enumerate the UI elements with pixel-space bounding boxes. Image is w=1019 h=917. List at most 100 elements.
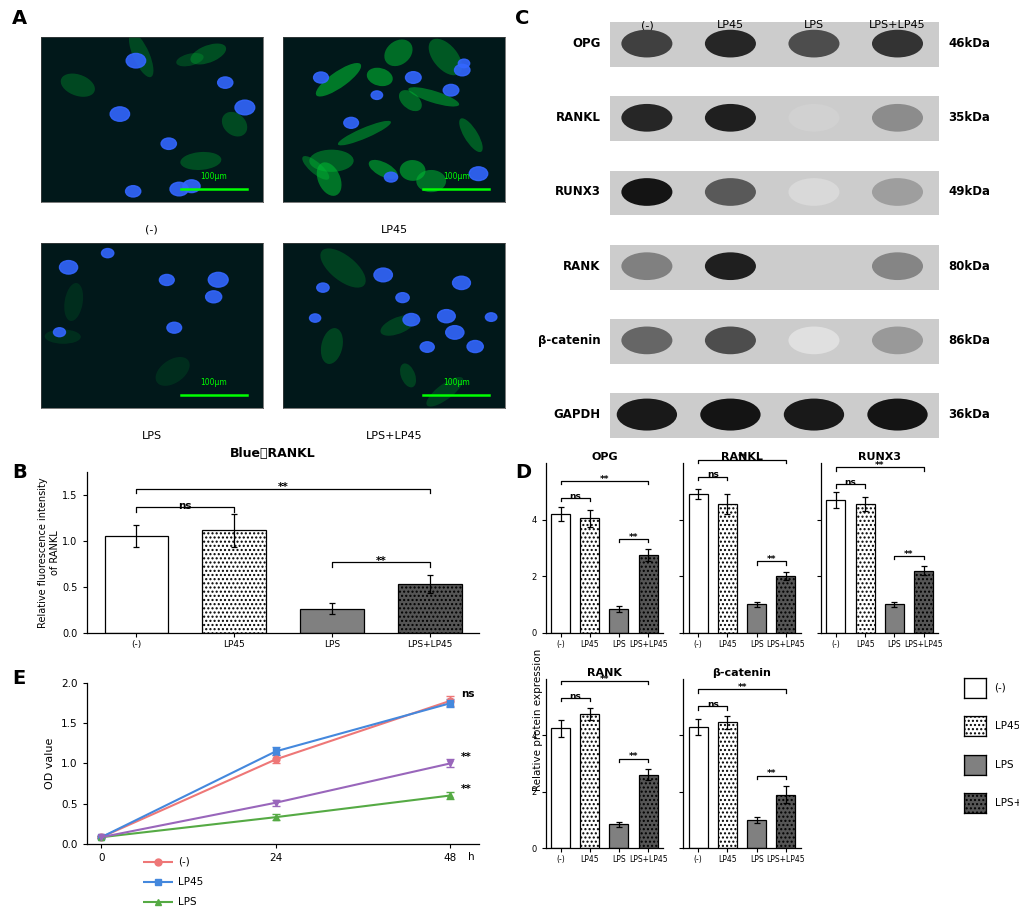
Ellipse shape	[45, 329, 81, 344]
Text: (-): (-)	[145, 225, 158, 235]
Text: A: A	[12, 9, 28, 28]
Ellipse shape	[398, 90, 422, 111]
Circle shape	[437, 310, 454, 323]
Text: ns: ns	[569, 492, 581, 501]
Bar	[609, 319, 938, 364]
Circle shape	[110, 107, 129, 121]
Text: Blue：RANKL: Blue：RANKL	[229, 447, 316, 460]
Text: LP45: LP45	[178, 878, 204, 887]
Bar	[609, 824, 628, 848]
Circle shape	[485, 313, 496, 321]
Circle shape	[309, 314, 320, 322]
Circle shape	[59, 260, 77, 274]
Ellipse shape	[321, 328, 342, 364]
Text: GAPDH: GAPDH	[552, 408, 600, 421]
Text: OPG: OPG	[572, 37, 600, 50]
Ellipse shape	[621, 178, 672, 205]
Ellipse shape	[316, 63, 361, 96]
Bar	[609, 245, 938, 290]
Ellipse shape	[788, 178, 839, 205]
Text: **: **	[765, 555, 775, 564]
Ellipse shape	[621, 29, 672, 58]
Circle shape	[317, 283, 329, 293]
Bar	[638, 775, 657, 848]
Bar	[202, 530, 266, 633]
Circle shape	[234, 100, 255, 115]
Bar	[638, 555, 657, 633]
Ellipse shape	[61, 73, 95, 97]
Ellipse shape	[621, 104, 672, 132]
Text: D: D	[515, 463, 531, 482]
Ellipse shape	[384, 39, 412, 66]
Text: (-): (-)	[178, 857, 191, 867]
Text: LPS: LPS	[803, 20, 823, 30]
Y-axis label: OD value: OD value	[46, 737, 55, 790]
Text: 49kDa: 49kDa	[948, 185, 989, 198]
Text: 46kDa: 46kDa	[948, 37, 989, 50]
Text: LP45: LP45	[716, 20, 743, 30]
Ellipse shape	[704, 104, 755, 132]
Circle shape	[161, 138, 176, 149]
Circle shape	[374, 268, 392, 282]
Text: **: **	[628, 752, 638, 761]
Bar	[688, 726, 707, 848]
Circle shape	[125, 185, 141, 197]
Text: 80kDa: 80kDa	[948, 260, 989, 272]
Circle shape	[403, 314, 419, 326]
Ellipse shape	[704, 252, 755, 280]
Text: ns: ns	[844, 478, 856, 487]
Text: ns: ns	[569, 691, 581, 701]
Ellipse shape	[788, 326, 839, 354]
Bar	[825, 500, 845, 633]
Ellipse shape	[399, 160, 425, 181]
Text: ns: ns	[178, 501, 192, 511]
Ellipse shape	[222, 112, 247, 137]
Ellipse shape	[128, 33, 153, 77]
Text: LPS: LPS	[142, 431, 162, 441]
Text: LP45: LP45	[380, 225, 408, 235]
Ellipse shape	[309, 149, 354, 171]
Title: RANK: RANK	[586, 668, 622, 678]
Circle shape	[395, 293, 409, 303]
Circle shape	[101, 249, 114, 258]
Title: RUNX3: RUNX3	[857, 452, 901, 462]
Circle shape	[467, 340, 483, 352]
Bar	[688, 494, 707, 633]
Ellipse shape	[64, 283, 83, 321]
Circle shape	[384, 172, 397, 182]
Ellipse shape	[704, 326, 755, 354]
Bar	[397, 584, 462, 633]
Circle shape	[443, 84, 459, 96]
Ellipse shape	[320, 249, 366, 288]
Ellipse shape	[380, 315, 416, 336]
Text: **: **	[599, 475, 608, 483]
Bar	[775, 576, 795, 633]
Bar	[747, 604, 765, 633]
Circle shape	[371, 91, 382, 99]
Ellipse shape	[176, 53, 204, 66]
Circle shape	[420, 342, 434, 352]
Text: β-catenin: β-catenin	[537, 334, 600, 347]
Text: LPS+LP45: LPS+LP45	[365, 431, 422, 441]
Text: **: **	[461, 752, 472, 762]
Bar	[609, 96, 938, 141]
Ellipse shape	[788, 29, 839, 58]
Ellipse shape	[788, 104, 839, 132]
Circle shape	[182, 180, 200, 193]
Title: OPG: OPG	[590, 452, 618, 462]
Circle shape	[53, 327, 65, 337]
Circle shape	[126, 53, 146, 68]
Ellipse shape	[866, 399, 926, 431]
Ellipse shape	[783, 399, 844, 431]
Circle shape	[159, 274, 174, 285]
Ellipse shape	[416, 170, 445, 193]
Ellipse shape	[871, 178, 922, 205]
Ellipse shape	[426, 377, 463, 406]
Text: **: **	[628, 533, 638, 542]
Ellipse shape	[337, 121, 390, 146]
Text: C: C	[515, 9, 529, 28]
Text: h: h	[468, 852, 475, 862]
Text: LPS+LP45: LPS+LP45	[868, 20, 925, 30]
Text: **: **	[737, 453, 746, 462]
Bar	[717, 723, 736, 848]
